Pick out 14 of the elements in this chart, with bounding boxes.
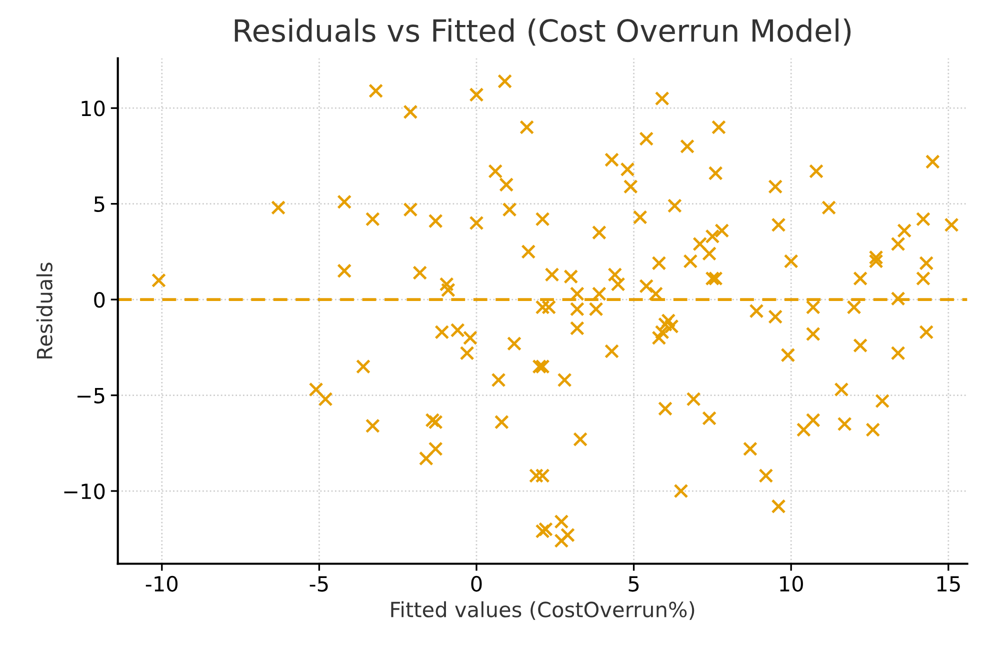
chart-title: Residuals vs Fitted (Cost Overrun Model) — [234, 18, 851, 46]
y-axis-title: Residuals — [36, 262, 52, 358]
x-tick-label: 15 — [937, 576, 960, 592]
x-axis-title: Fitted values (CostOverrun%) — [391, 601, 694, 620]
y-tick-label: 5 — [94, 196, 104, 212]
y-tick-label: −5 — [78, 388, 104, 404]
x-tick-label: 0 — [471, 576, 482, 592]
x-tick-label: 5 — [628, 576, 639, 592]
x-tick-label: -5 — [310, 576, 328, 592]
x-tick-label: -10 — [146, 576, 178, 592]
y-tick-label: 0 — [94, 292, 105, 308]
y-tick-label: −10 — [64, 483, 105, 500]
x-tick-label: 10 — [780, 576, 803, 592]
y-tick-label: 10 — [82, 100, 105, 116]
